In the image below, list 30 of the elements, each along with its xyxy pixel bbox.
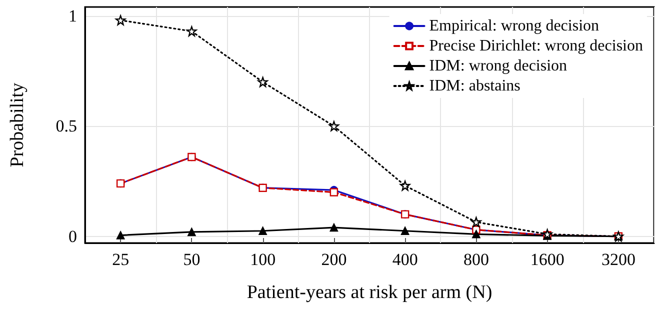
y-tick-label: 0 [68, 226, 77, 246]
x-axis-title: Patient-years at risk per arm (N) [246, 282, 492, 303]
point [115, 15, 126, 26]
point [330, 188, 338, 196]
point [471, 216, 482, 228]
point [400, 180, 410, 191]
x-tick-label: 1600 [530, 250, 564, 269]
point [400, 226, 410, 235]
y-axis-title: Probability [7, 82, 28, 168]
legend-label: IDM: wrong decision [429, 58, 568, 74]
x-tick-label: 3200 [601, 250, 636, 269]
y-tick-label: 0.5 [56, 116, 77, 136]
point [116, 231, 125, 240]
point [258, 226, 267, 235]
point [258, 76, 268, 88]
x-tick-label: 25 [112, 250, 130, 269]
point [186, 26, 197, 36]
x-tick-label: 200 [321, 250, 347, 269]
point [330, 223, 338, 232]
point [472, 230, 480, 238]
x-tick-label: 800 [463, 250, 489, 269]
legend-label: IDM: abstains [429, 78, 520, 94]
legend-label: Empirical: wrong decision [429, 18, 600, 34]
x-tick-label: 400 [392, 250, 418, 269]
x-tick-label: 100 [250, 250, 276, 269]
y-tick-label: 1 [68, 6, 77, 26]
point [328, 121, 340, 132]
point [188, 228, 196, 236]
x-tick-label: 50 [183, 250, 200, 269]
legend-label: Precise Dirichlet: wrong decision [429, 38, 643, 54]
